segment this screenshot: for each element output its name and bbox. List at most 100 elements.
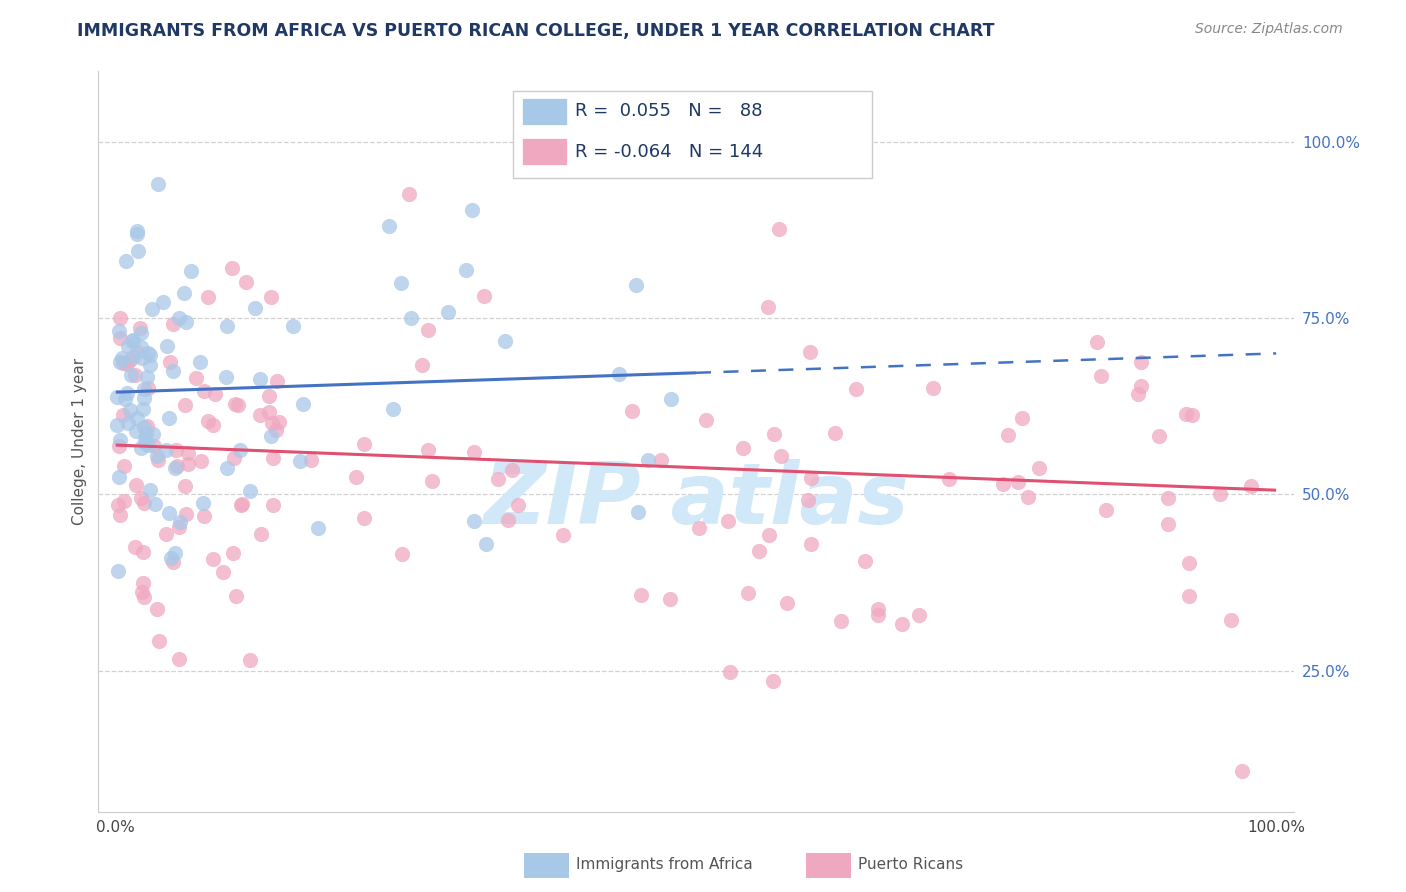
Point: [136, 369, 159, 384]
Point: [630, 588, 652, 602]
Point: [120, 352, 142, 367]
Point: [756, 300, 779, 314]
Text: IMMIGRANTS FROM AFRICA VS PUERTO RICAN COLLEGE, UNDER 1 YEAR CORRELATION CHART: IMMIGRANTS FROM AFRICA VS PUERTO RICAN C…: [77, 22, 995, 40]
Point: [758, 528, 780, 542]
Text: R = -0.064   N = 144: R = -0.064 N = 144: [575, 143, 763, 161]
Point: [695, 413, 717, 427]
Point: [389, 276, 412, 290]
Point: [115, 386, 138, 401]
Point: [107, 564, 129, 578]
Point: [139, 483, 162, 497]
Point: [551, 527, 574, 541]
Point: [131, 584, 153, 599]
Point: [249, 408, 271, 422]
Point: [146, 449, 169, 463]
Point: [148, 634, 170, 648]
Point: [1126, 386, 1149, 401]
Point: [204, 386, 226, 401]
Point: [162, 555, 184, 569]
Point: [132, 590, 155, 604]
Point: [262, 450, 284, 465]
Point: [112, 408, 135, 422]
Point: [422, 475, 444, 489]
Point: [142, 427, 165, 442]
Point: [377, 219, 399, 233]
Point: [281, 319, 304, 334]
Point: [127, 244, 149, 259]
Point: [353, 436, 375, 450]
Point: [225, 589, 247, 603]
Point: [486, 472, 509, 486]
Point: [108, 331, 131, 345]
Point: [770, 450, 793, 464]
Point: [125, 344, 148, 359]
Point: [398, 187, 420, 202]
Point: [134, 431, 156, 445]
Point: [718, 665, 741, 679]
Point: [1090, 369, 1112, 384]
Point: [165, 443, 187, 458]
Point: [177, 446, 200, 460]
Point: [763, 426, 786, 441]
Point: [139, 348, 162, 362]
Point: [768, 222, 790, 236]
Point: [156, 339, 179, 353]
Point: [197, 289, 219, 303]
Point: [122, 333, 145, 347]
Point: [107, 439, 129, 453]
Point: [494, 334, 516, 349]
Point: [1178, 589, 1201, 603]
Point: [222, 546, 245, 560]
Point: [148, 177, 170, 191]
Point: [991, 477, 1014, 491]
Point: [1129, 355, 1152, 369]
Point: [155, 527, 177, 541]
Point: [249, 372, 271, 386]
Point: [231, 497, 253, 511]
Point: [229, 442, 252, 457]
Point: [129, 340, 152, 354]
Point: [235, 275, 257, 289]
Point: [1129, 379, 1152, 393]
Point: [132, 382, 155, 396]
Point: [169, 520, 191, 534]
Point: [169, 516, 191, 530]
Point: [637, 452, 659, 467]
Point: [260, 290, 283, 304]
Point: [262, 416, 284, 430]
Point: [1017, 490, 1039, 504]
Point: [139, 358, 162, 372]
Point: [626, 277, 648, 292]
Point: [257, 405, 280, 419]
Point: [146, 602, 169, 616]
Point: [853, 554, 876, 568]
Point: [224, 397, 246, 411]
Point: [111, 351, 134, 365]
Point: [1209, 487, 1232, 501]
Point: [117, 416, 139, 430]
Text: Immigrants from Africa: Immigrants from Africa: [576, 857, 754, 871]
Point: [221, 260, 243, 275]
Point: [166, 458, 188, 473]
Point: [193, 496, 215, 510]
Point: [620, 404, 643, 418]
Point: [202, 418, 225, 433]
Point: [134, 436, 156, 450]
Point: [142, 439, 165, 453]
Point: [127, 227, 149, 241]
Point: [129, 441, 152, 455]
Point: [129, 326, 152, 340]
Point: [688, 521, 710, 535]
Point: [159, 354, 181, 368]
Point: [134, 420, 156, 434]
Point: [1007, 475, 1029, 489]
Point: [1240, 479, 1263, 493]
Point: [190, 454, 212, 468]
Text: ZIP atlas: ZIP atlas: [484, 459, 908, 542]
Point: [938, 472, 960, 486]
Point: [173, 479, 195, 493]
Point: [180, 264, 202, 278]
Point: [260, 428, 283, 442]
Point: [141, 301, 163, 316]
Point: [120, 368, 142, 382]
